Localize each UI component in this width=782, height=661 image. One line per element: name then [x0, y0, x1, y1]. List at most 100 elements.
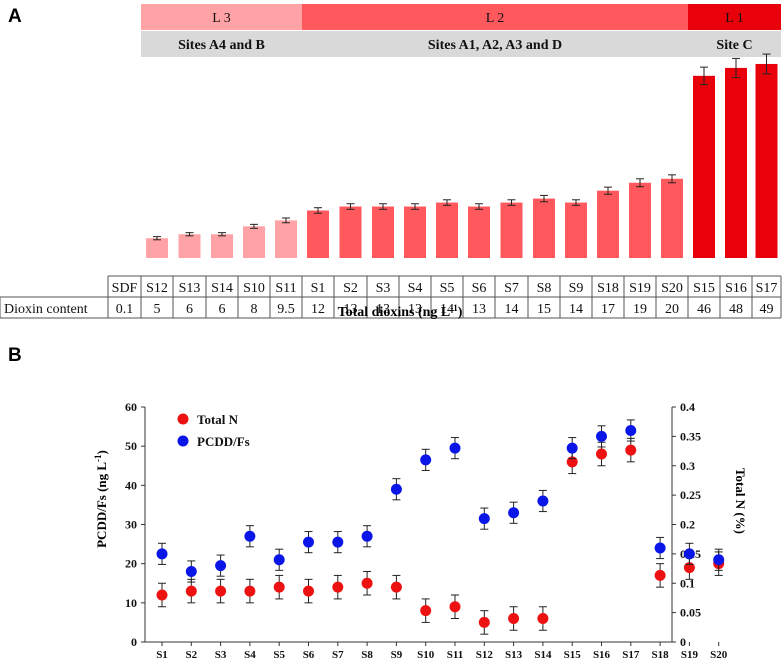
category-label: S17 — [756, 281, 778, 296]
x-tick-label: S6 — [303, 649, 315, 661]
site-label: Sites A1, A2, A3 and D — [428, 38, 562, 53]
site-band-1 — [141, 31, 302, 57]
x-tick-label: S8 — [361, 649, 373, 661]
bar-S11 — [275, 220, 297, 258]
pcdd-point-S16 — [596, 430, 607, 442]
bar-S15 — [693, 75, 715, 258]
right-tick-label: 0 — [680, 635, 686, 649]
right-axis-title: Total N (%) — [733, 468, 748, 534]
total-n-point-S18 — [654, 569, 666, 581]
bar-S12 — [146, 238, 168, 258]
value-label: 14 — [569, 302, 583, 317]
total-n-point-S3 — [215, 585, 227, 597]
total-n-point-S14 — [537, 613, 549, 624]
total-n-point-S2 — [185, 585, 197, 597]
right-tick-label: 0.25 — [680, 488, 701, 502]
value-label: 48 — [729, 302, 743, 317]
bar-S4 — [404, 206, 426, 258]
value-label: 17 — [601, 302, 615, 317]
value-label: 46 — [697, 302, 711, 317]
x-tick-label: S4 — [244, 649, 256, 661]
level-bands: L 3 Sites A4 and B L 2 Sites A1, A2, A3 and… — [141, 4, 781, 57]
level-label: L 3 — [212, 11, 231, 26]
pcdd-point-S2 — [185, 566, 197, 577]
pcdd-point-S7 — [332, 536, 344, 548]
site-band-2 — [302, 31, 688, 57]
scatter-points — [156, 419, 725, 635]
value-label: 0.1 — [116, 302, 134, 317]
x-tick-label: S15 — [564, 649, 582, 661]
left-tick-label: 10 — [125, 596, 137, 610]
value-label: 19 — [633, 302, 647, 317]
bar-S3 — [372, 206, 394, 258]
total-n-point-S9 — [390, 581, 402, 593]
bar-S5 — [436, 202, 458, 258]
category-label: S19 — [629, 281, 651, 296]
x-tick-label: S3 — [215, 649, 227, 661]
bar-S1 — [307, 210, 329, 258]
left-tick-label: 20 — [125, 557, 137, 571]
category-label: S14 — [211, 281, 233, 296]
bar-S19 — [629, 182, 651, 258]
value-label: 20 — [665, 302, 679, 317]
value-label: 14 — [440, 302, 454, 317]
pcdd-point-S13 — [508, 507, 520, 519]
level-band-1 — [141, 4, 302, 30]
total-n-point-S7 — [332, 581, 344, 593]
left-tick-label: 0 — [131, 635, 137, 649]
bar-S6 — [468, 206, 490, 258]
pcdd-point-S19 — [683, 548, 695, 560]
category-label: S13 — [179, 281, 201, 296]
right-tick-label: 0.35 — [680, 429, 701, 443]
value-label: 14 — [505, 302, 519, 317]
left-axis-title: PCDD/Fs (ng L-1) — [93, 450, 109, 548]
site-label: Sites A4 and B — [178, 38, 265, 53]
category-label: S8 — [537, 281, 552, 296]
category-label: S12 — [146, 281, 168, 296]
bar-S14 — [211, 234, 233, 258]
level-band-2 — [302, 4, 688, 30]
category-label: S20 — [661, 281, 683, 296]
total-n-point-S12 — [478, 616, 490, 628]
row-header: Dioxin content — [4, 302, 88, 317]
bar-S18 — [597, 190, 619, 258]
left-tick-label: 50 — [125, 439, 137, 453]
bar-S20 — [661, 178, 683, 258]
right-tick-label: 0.1 — [680, 576, 695, 590]
pcdd-point-S1 — [156, 548, 168, 560]
level-label: L 1 — [725, 11, 744, 26]
level-label: L 2 — [486, 11, 505, 26]
category-label: S15 — [693, 281, 715, 296]
category-label: S5 — [440, 281, 455, 296]
total-n-point-S1 — [156, 589, 168, 601]
x-tick-label: S10 — [417, 649, 435, 661]
x-tick-label: S12 — [476, 649, 494, 661]
panel-b-letter: B — [8, 345, 22, 366]
pcdd-point-S10 — [420, 454, 432, 466]
value-label: 15 — [537, 302, 551, 317]
bar-S13 — [178, 234, 201, 258]
right-tick-label: 0.3 — [680, 459, 695, 473]
category-label: S16 — [725, 281, 747, 296]
panel-a-letter: A — [8, 6, 22, 27]
category-label: S18 — [597, 281, 619, 296]
pcdd-point-S14 — [537, 495, 549, 507]
left-tick-label: 60 — [125, 400, 137, 414]
category-label: S1 — [311, 281, 326, 296]
value-label: 13 — [376, 302, 390, 317]
category-label: S10 — [243, 281, 265, 296]
pcdd-point-S17 — [625, 425, 637, 436]
category-label: S6 — [472, 281, 487, 296]
total-n-point-S17 — [625, 444, 637, 456]
value-label: 12 — [311, 302, 325, 317]
site-label: Site C — [716, 38, 752, 53]
pcdd-point-S12 — [478, 513, 490, 525]
total-n-point-S10 — [420, 605, 432, 617]
bar-S7 — [500, 202, 523, 258]
x-tick-label: S14 — [534, 649, 552, 661]
pcdd-point-S5 — [273, 554, 285, 566]
total-n-point-S16 — [596, 448, 607, 460]
total-n-point-S13 — [508, 613, 520, 624]
x-tick-label: S9 — [391, 649, 403, 661]
